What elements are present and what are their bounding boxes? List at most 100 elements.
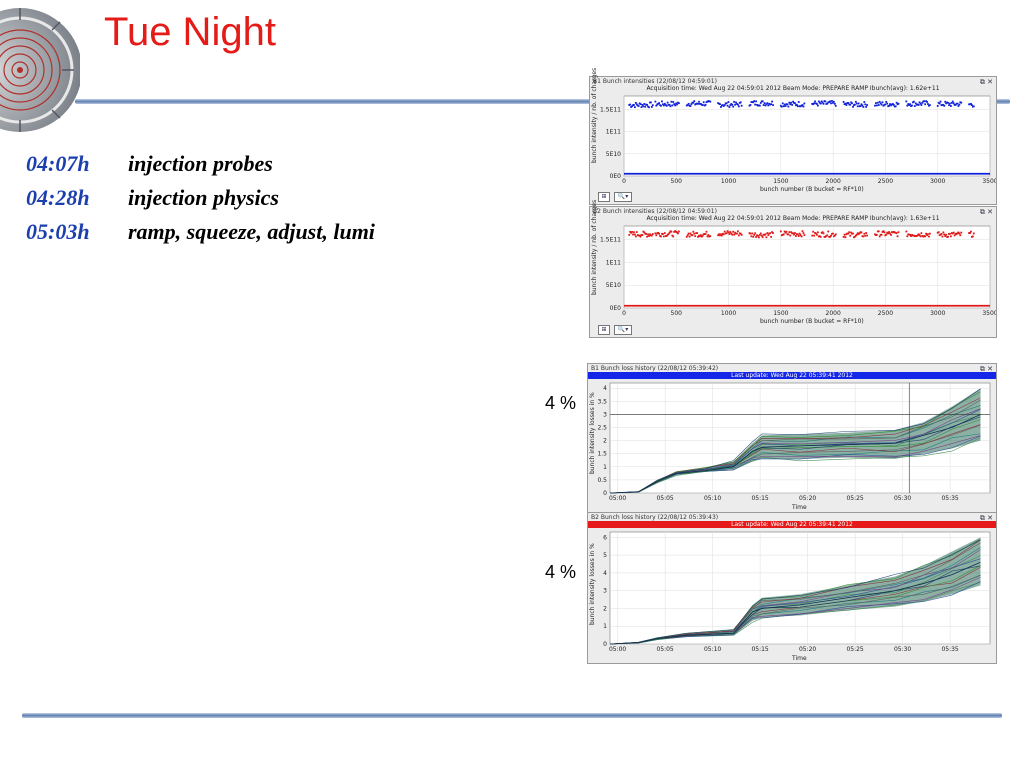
bunch-point <box>735 101 737 104</box>
bunch-point <box>878 235 881 238</box>
bunch-point <box>739 232 742 235</box>
bunch-point <box>882 104 885 107</box>
bunch-point <box>692 230 695 233</box>
bunch-point <box>700 235 703 238</box>
bunch-point <box>659 104 661 107</box>
window-controls-icon[interactable]: ⧉ ✕ <box>979 208 993 216</box>
bunch-point <box>924 103 927 106</box>
bunch-point <box>784 231 787 234</box>
zoom-button[interactable]: 🔍▾ <box>614 192 632 202</box>
bunch-point <box>722 105 725 107</box>
bunch-point <box>811 102 814 105</box>
bunch-point <box>649 101 652 104</box>
bunch-point <box>792 232 794 235</box>
bunch-point <box>757 236 760 239</box>
bunch-point <box>858 232 861 235</box>
bunch-point <box>698 100 700 103</box>
bunch-point <box>897 102 900 105</box>
bunch-point <box>701 104 704 106</box>
bunch-point <box>766 232 769 234</box>
bunch-point <box>800 104 803 107</box>
bunch-point <box>797 235 800 237</box>
bunch-point <box>644 232 647 235</box>
bunch-point <box>768 232 771 235</box>
slide-title: Tue Night <box>104 10 276 54</box>
bunch-point <box>815 102 817 105</box>
bunch-point <box>856 232 859 235</box>
bunch-point <box>813 234 816 237</box>
bunch-point <box>633 103 635 106</box>
bunch-point <box>848 231 851 234</box>
bunch-point <box>734 103 736 106</box>
bunch-loss-line <box>609 539 981 645</box>
bunch-point <box>819 102 822 105</box>
bunch-point <box>876 101 879 104</box>
bunch-point <box>941 103 944 106</box>
bunch-point <box>822 102 825 105</box>
zoom-button[interactable]: 🔍▾ <box>614 325 632 335</box>
bunch-point <box>855 233 858 236</box>
bunch-point <box>875 233 878 236</box>
b1-intensity-chart: 0 500 1000 1500 2000 2500 3000 3500 0E0 5E10 1E11 1… <box>600 95 996 185</box>
window-controls-icon[interactable]: ⧉ ✕ <box>979 78 993 86</box>
bunch-point <box>956 102 959 105</box>
bunch-point <box>673 230 676 233</box>
bunch-point <box>882 230 885 232</box>
bunch-point <box>853 235 856 238</box>
bunch-point <box>788 101 791 104</box>
x-tick-label: 05:30 <box>894 646 911 653</box>
bunch-point <box>908 104 911 106</box>
bunch-point <box>666 101 669 104</box>
bunch-point <box>664 235 667 237</box>
bunch-point <box>789 234 792 237</box>
window-controls-icon[interactable]: ⧉ ✕ <box>979 514 993 522</box>
window-controls-icon[interactable]: ⧉ ✕ <box>979 365 993 373</box>
bunch-point <box>877 230 880 233</box>
bunch-point <box>958 103 961 106</box>
bunch-point <box>706 235 709 238</box>
median-loss-line <box>609 561 981 645</box>
bunch-point <box>909 233 912 236</box>
panel-title: B1 Bunch intensities (22/08/12 04:59:01) <box>593 78 717 85</box>
bunch-point <box>960 101 963 104</box>
bunch-point <box>957 105 960 107</box>
bunch-point <box>662 233 664 235</box>
bunch-point <box>886 102 889 105</box>
x-tick-label: 500 <box>671 310 683 317</box>
bunch-point <box>719 103 721 106</box>
bunch-point <box>857 102 860 105</box>
grid-toggle-button[interactable]: ⊞ <box>598 325 610 335</box>
grid-toggle-button[interactable]: ⊞ <box>598 192 610 202</box>
x-tick-label: 05:35 <box>941 495 958 502</box>
bunch-point <box>771 231 773 234</box>
bunch-point <box>789 103 792 106</box>
bunch-point <box>699 235 701 238</box>
bunch-point <box>772 104 774 106</box>
bunch-point <box>943 233 946 236</box>
bunch-point <box>854 234 857 237</box>
bunch-point <box>883 231 886 234</box>
loss-band <box>610 388 981 493</box>
x-tick-label: 2500 <box>878 310 893 317</box>
bunch-point <box>661 232 663 235</box>
bunch-point <box>825 235 828 237</box>
bunch-point <box>783 103 786 106</box>
bunch-point <box>668 231 671 234</box>
bunch-point <box>687 102 690 105</box>
y-tick-label: 1 <box>603 623 607 630</box>
bunch-point <box>921 101 924 104</box>
bunch-point <box>672 101 675 103</box>
x-tick-label: 3500 <box>982 178 996 185</box>
bunch-point <box>942 104 945 106</box>
bunch-point <box>850 101 853 104</box>
b2-intensity-chart: 0 500 1000 1500 2000 2500 3000 3500 0E0 5E10 1E11 1… <box>600 225 996 317</box>
bunch-point <box>853 103 856 106</box>
plot-area <box>623 95 991 177</box>
bunch-point <box>705 230 708 233</box>
bunch-point <box>906 235 909 238</box>
bunch-point <box>779 230 782 233</box>
bunch-point <box>764 104 767 107</box>
bunch-point <box>751 101 754 103</box>
bunch-point <box>686 234 689 237</box>
y-axis-label: bunch intensity losses in % <box>589 392 596 474</box>
